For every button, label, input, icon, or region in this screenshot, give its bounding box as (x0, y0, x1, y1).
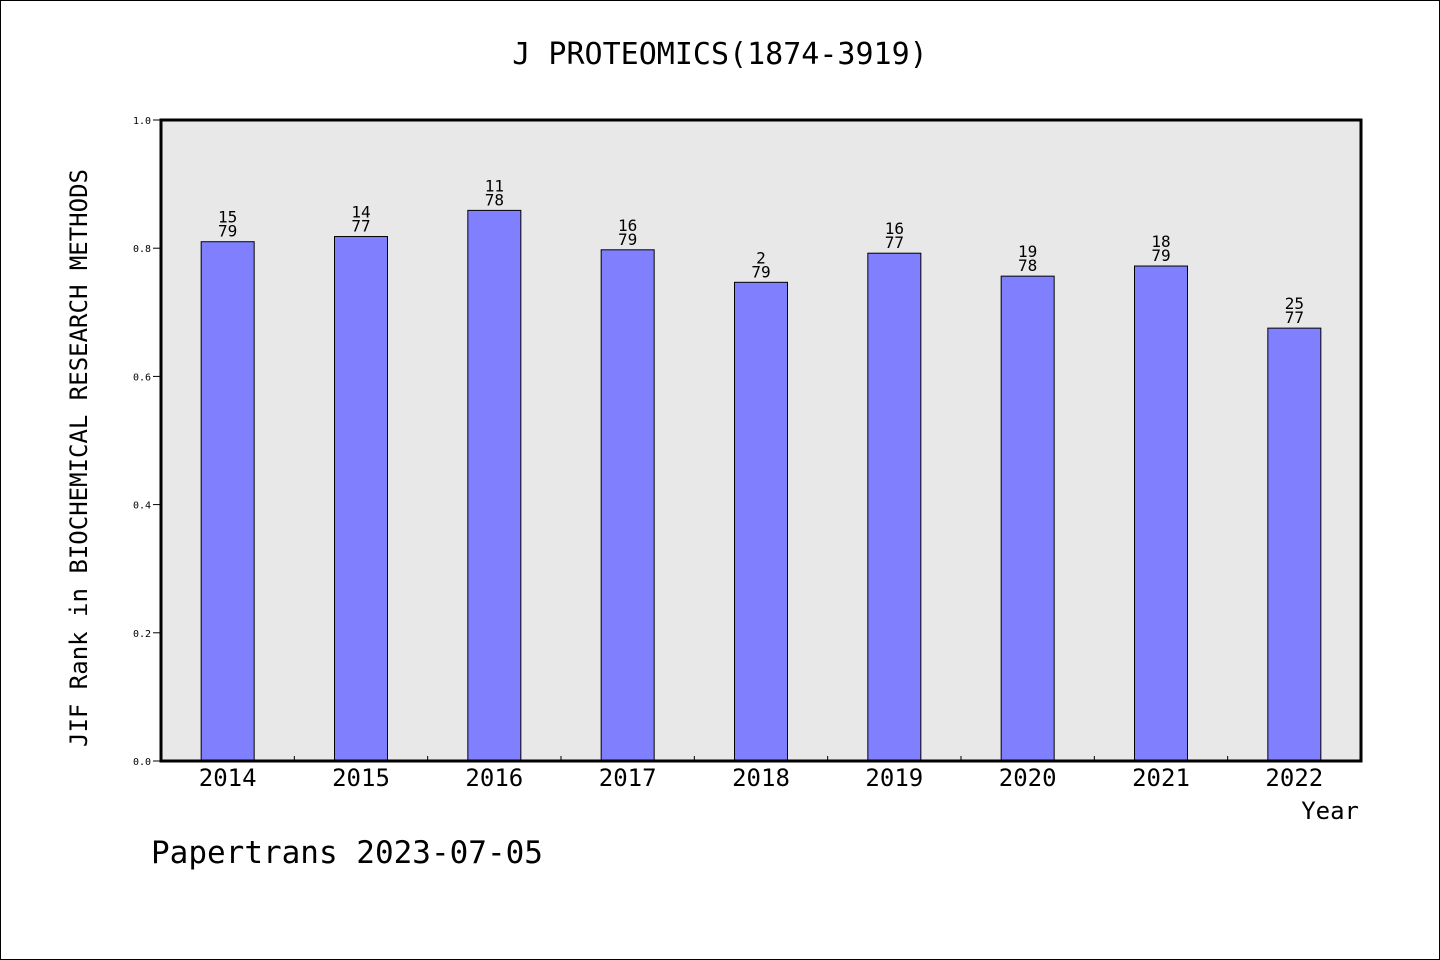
bar-total-label: 79 (618, 230, 637, 249)
bar (734, 281, 788, 762)
bar-rank-label: 11 (485, 176, 504, 195)
bar-total-label: 78 (485, 190, 504, 209)
bar-total-label: 79 (218, 222, 237, 241)
x-tick-label: 2016 (465, 764, 523, 792)
bar-total-label: 77 (351, 217, 370, 236)
bar-total-label: 77 (885, 233, 904, 252)
x-tick-label: 2014 (199, 764, 257, 792)
x-tick-label: 2017 (599, 764, 657, 792)
y-tick-label: 0.0 (133, 757, 151, 768)
y-tick-label: 0.4 (133, 501, 151, 512)
bar (600, 249, 655, 762)
chart-title: J PROTEOMICS(1874-3919) (512, 37, 928, 72)
bar-rank-label: 18 (1151, 232, 1170, 251)
y-tick-label: 0.6 (133, 372, 151, 383)
bar-rank-label: 14 (351, 203, 370, 222)
bar (1000, 275, 1055, 762)
bar-total-label: 79 (1151, 246, 1170, 265)
bar-total-label: 79 (751, 262, 770, 281)
bar-rank-label: 2 (756, 248, 766, 267)
y-tick-label: 0.2 (133, 629, 151, 640)
bar-rank-label: 16 (618, 216, 637, 235)
x-tick-label: 2021 (1132, 764, 1190, 792)
y-tick-label: 1.0 (133, 116, 151, 127)
bar (334, 236, 388, 762)
bar-rank-label: 25 (1285, 294, 1304, 313)
x-axis-label: Year (1301, 797, 1359, 825)
bar-total-label: 78 (1018, 256, 1037, 275)
x-tick-label: 2019 (865, 764, 923, 792)
bar (1134, 265, 1188, 762)
bar-total-label: 77 (1285, 308, 1304, 327)
bar (467, 209, 522, 762)
x-tick-label: 2022 (1265, 764, 1323, 792)
y-axis-label: JIF Rank in BIOCHEMICAL RESEARCH METHODS (65, 169, 93, 747)
x-tick-label: 2015 (332, 764, 390, 792)
plot-border (159, 118, 1363, 763)
bar-rank-label: 16 (885, 219, 904, 238)
y-tick-label: 0.8 (133, 244, 151, 255)
bar (1267, 327, 1322, 762)
footer-credit: Papertrans 2023-07-05 (151, 835, 543, 871)
bar (200, 241, 255, 762)
bar-rank-label: 15 (218, 208, 237, 227)
x-tick-label: 2018 (732, 764, 790, 792)
bar (867, 252, 922, 762)
bar-rank-label: 19 (1018, 242, 1037, 261)
x-tick-label: 2020 (999, 764, 1057, 792)
